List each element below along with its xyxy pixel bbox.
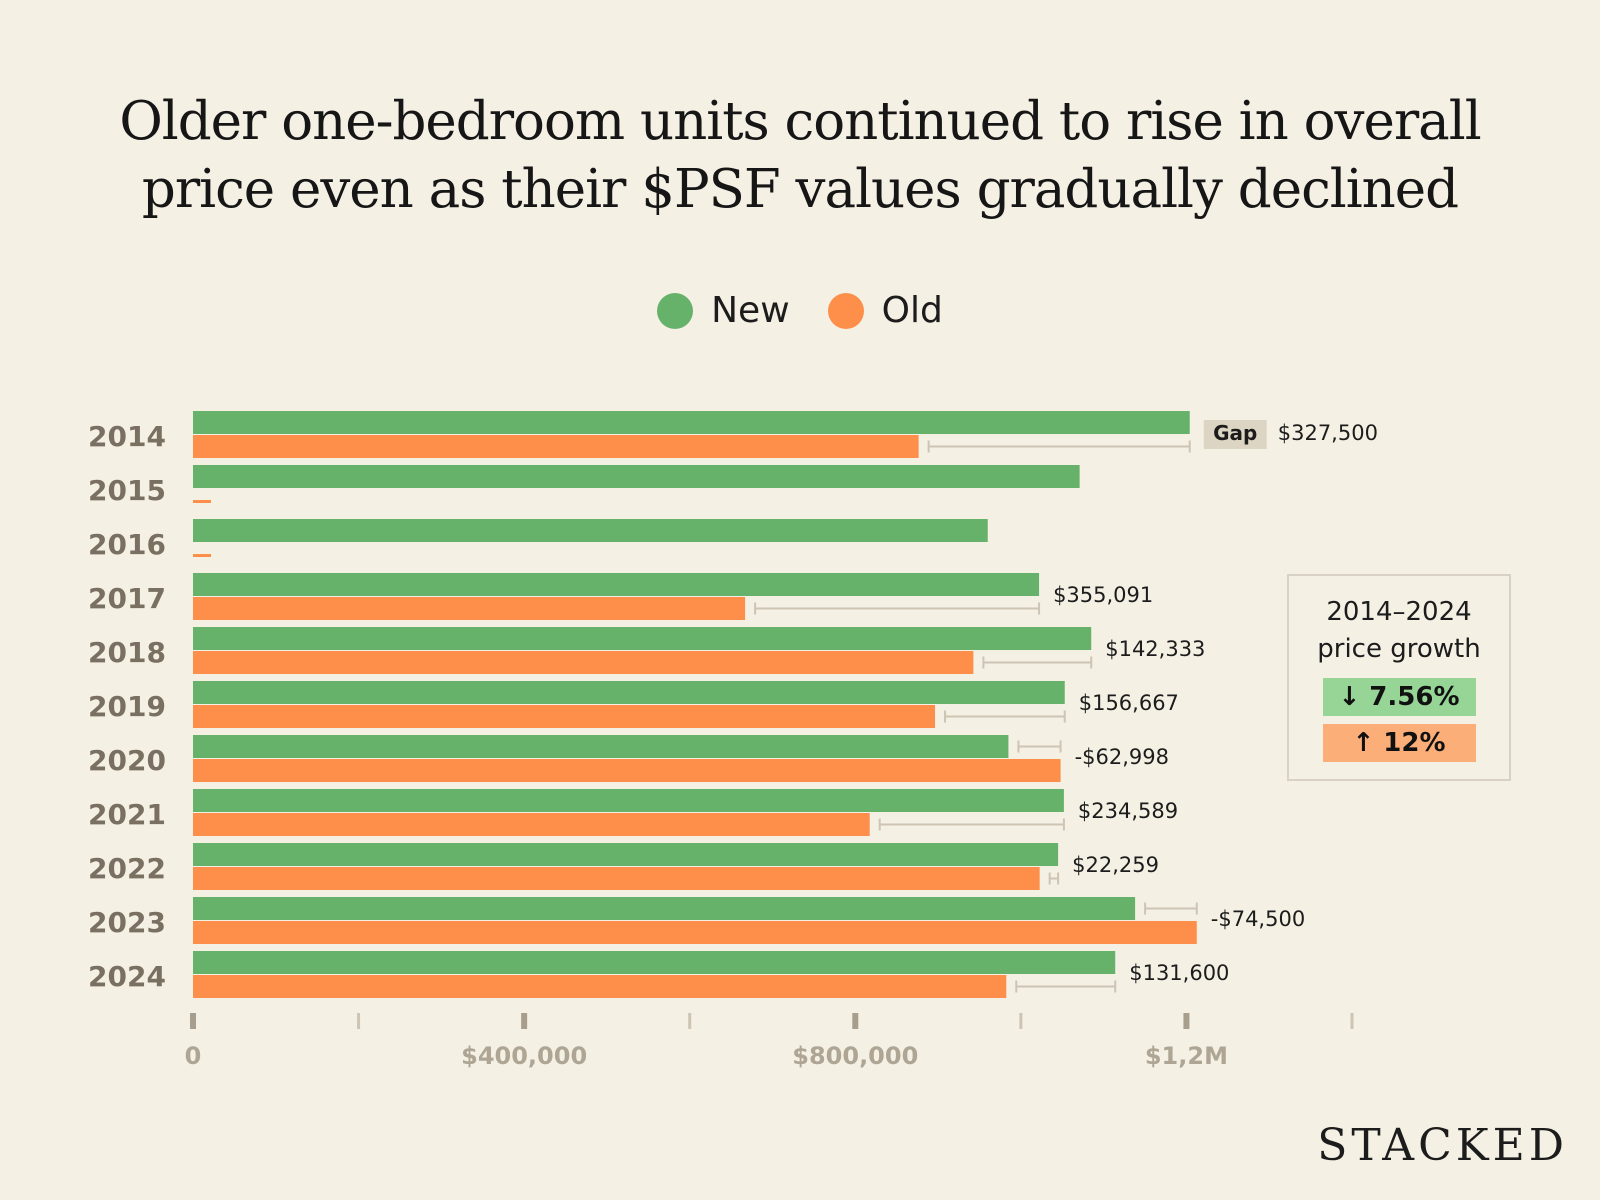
bar-old-2024 bbox=[193, 975, 1007, 998]
x-tick-200000 bbox=[357, 1013, 361, 1029]
price-growth-old: ↑ 12% bbox=[1322, 724, 1476, 762]
legend-label-new: New bbox=[711, 290, 790, 331]
legend-item-old: Old bbox=[827, 290, 943, 331]
x-tick-label-1200000: $1,2M bbox=[1145, 1042, 1228, 1070]
bar-new-2024 bbox=[193, 951, 1116, 974]
gap-label-2024: $131,600 bbox=[1129, 961, 1229, 985]
x-tick-400000 bbox=[521, 1013, 528, 1029]
bar-old-stub-2015 bbox=[193, 500, 211, 503]
x-tick-label-0: 0 bbox=[185, 1042, 202, 1070]
price-growth-new: ↓ 7.56% bbox=[1322, 678, 1476, 716]
year-label-2016: 2016 bbox=[88, 528, 166, 561]
year-label-2015: 2015 bbox=[88, 474, 166, 507]
bar-new-2016 bbox=[193, 519, 988, 542]
year-label-2022: 2022 bbox=[88, 852, 166, 885]
gap-badge-label: Gap bbox=[1213, 421, 1257, 445]
bar-old-2020 bbox=[193, 759, 1061, 782]
x-tick-label-800000: $800,000 bbox=[792, 1042, 918, 1070]
bar-new-2021 bbox=[193, 789, 1064, 812]
bar-old-2021 bbox=[193, 813, 870, 836]
bar-new-2020 bbox=[193, 735, 1009, 758]
bar-new-2015 bbox=[193, 465, 1080, 488]
year-label-2020: 2020 bbox=[88, 744, 166, 777]
price-growth-box: 2014–2024 price growth ↓ 7.56% ↑ 12% bbox=[1287, 574, 1511, 781]
x-tick-1400000 bbox=[1350, 1013, 1354, 1029]
gap-label-2021: $234,589 bbox=[1078, 799, 1178, 823]
x-tick-label-400000: $400,000 bbox=[461, 1042, 587, 1070]
gap-label-2017: $355,091 bbox=[1053, 583, 1153, 607]
bar-new-2022 bbox=[193, 843, 1059, 866]
x-tick-800000 bbox=[852, 1013, 859, 1029]
year-label-2017: 2017 bbox=[88, 582, 166, 615]
bar-new-2023 bbox=[193, 897, 1136, 920]
gap-label-2023: -$74,500 bbox=[1211, 907, 1305, 931]
year-label-2024: 2024 bbox=[88, 960, 166, 993]
gap-badge bbox=[1203, 420, 1267, 449]
year-label-2023: 2023 bbox=[88, 906, 166, 939]
bar-old-stub-2016 bbox=[193, 554, 211, 557]
bar-new-2017 bbox=[193, 573, 1040, 596]
bar-old-2023 bbox=[193, 921, 1197, 944]
legend: New Old bbox=[0, 290, 1600, 331]
bar-old-2019 bbox=[193, 705, 936, 728]
price-growth-title-line-1: 2014–2024 bbox=[1326, 597, 1472, 627]
bar-old-2017 bbox=[193, 597, 746, 620]
legend-dot-old bbox=[827, 292, 864, 329]
price-growth-title-line-2: price growth bbox=[1317, 634, 1481, 664]
chart-title-line-1: Older one-bedroom units continued to ris… bbox=[119, 91, 1481, 152]
gap-label-2018: $142,333 bbox=[1105, 637, 1205, 661]
year-label-2019: 2019 bbox=[88, 690, 166, 723]
x-tick-1000000 bbox=[1019, 1013, 1023, 1029]
legend-dot-new bbox=[657, 292, 694, 329]
gap-label-2019: $156,667 bbox=[1079, 691, 1179, 715]
bar-new-2014 bbox=[193, 411, 1190, 434]
bar-old-2018 bbox=[193, 651, 974, 674]
bar-old-2022 bbox=[193, 867, 1040, 890]
bar-new-2019 bbox=[193, 681, 1065, 704]
bar-old-2014 bbox=[193, 435, 919, 458]
chart-title-line-2: price even as their $PSF values graduall… bbox=[141, 159, 1459, 220]
legend-label-old: Old bbox=[881, 290, 943, 331]
stacked-logo: STACKED bbox=[1317, 1120, 1568, 1171]
year-label-2018: 2018 bbox=[88, 636, 166, 669]
x-tick-600000 bbox=[688, 1013, 692, 1029]
price-growth-title: 2014–2024 price growth bbox=[1289, 594, 1509, 668]
bar-new-2018 bbox=[193, 627, 1092, 650]
gap-label-2022: $22,259 bbox=[1072, 853, 1159, 877]
x-tick-0 bbox=[190, 1013, 196, 1029]
legend-item-new: New bbox=[657, 290, 790, 331]
gap-label-2014: $327,500 bbox=[1278, 421, 1378, 445]
chart-title: Older one-bedroom units continued to ris… bbox=[0, 88, 1600, 224]
x-tick-1200000 bbox=[1183, 1013, 1190, 1029]
year-label-2014: 2014 bbox=[88, 420, 166, 453]
gap-label-2020: -$62,998 bbox=[1075, 745, 1169, 769]
year-label-2021: 2021 bbox=[88, 798, 166, 831]
